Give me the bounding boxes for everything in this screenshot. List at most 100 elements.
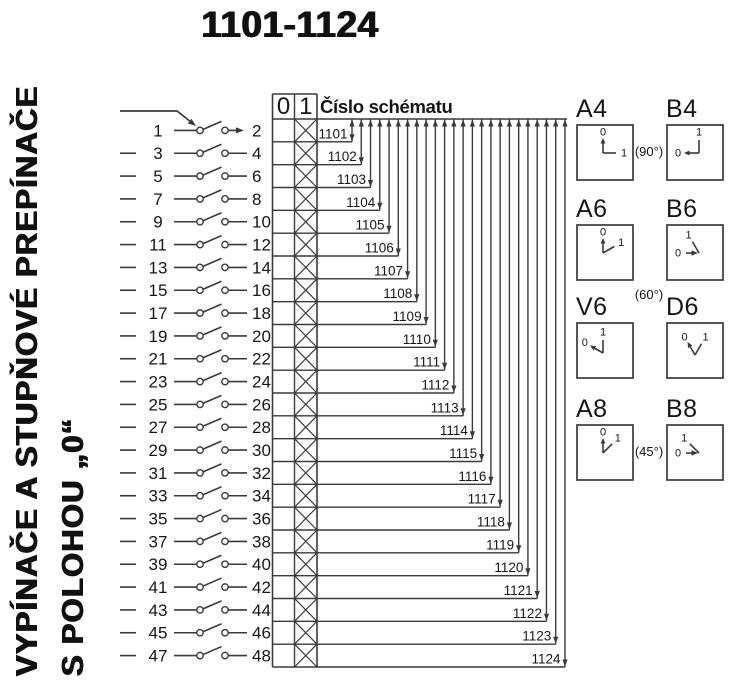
- switch-row: 29 30: [120, 440, 271, 460]
- contact-terminal-icon: [196, 583, 204, 591]
- contact-blade: [202, 212, 222, 222]
- schema-number: 1123: [522, 629, 551, 644]
- x-mark-icon: [294, 643, 318, 668]
- contact-terminal-icon: [196, 400, 204, 409]
- schema-number: 1122: [513, 606, 542, 621]
- left-terminal-number: 27: [149, 418, 168, 437]
- schema-up-arrowhead-icon: [506, 119, 512, 127]
- right-terminal-number: 24: [252, 373, 271, 392]
- position-diagram-a4: A4 0 1: [576, 95, 634, 181]
- x-mark-icon: [294, 324, 318, 348]
- schema-number: 1114: [440, 423, 469, 438]
- x-mark-icon: [294, 141, 318, 166]
- switch-row: 15 16: [120, 280, 271, 300]
- position-diagram-a8: A8 01: [576, 395, 634, 481]
- schema-down-arrowhead-icon: [534, 591, 540, 598]
- contact-terminal-icon: [221, 491, 229, 500]
- left-terminal-number: 31: [149, 464, 168, 483]
- position-code: B8: [666, 395, 698, 423]
- left-terminal-number: 3: [153, 144, 162, 163]
- position-code: B6: [666, 195, 698, 223]
- contact-blade: [202, 166, 222, 176]
- x-mark-icon: [294, 369, 318, 394]
- x-mark-icon: [294, 529, 318, 554]
- schema-down-arrowhead-icon: [543, 613, 550, 621]
- schema-down-arrowhead-icon: [497, 499, 503, 507]
- schema-up-arrowhead-icon: [442, 119, 448, 127]
- schema-down-arrowhead-icon: [395, 248, 401, 256]
- left-terminal-number: 1: [153, 121, 162, 140]
- schema-number: 1117: [468, 492, 496, 507]
- schema-number: 1116: [458, 469, 486, 484]
- schema-number: 1110: [403, 332, 431, 347]
- schema-up-arrowhead-icon: [451, 119, 457, 127]
- contact-terminal-icon: [221, 469, 229, 477]
- x-mark-icon: [294, 209, 318, 234]
- position-label-1: 1: [702, 331, 708, 343]
- right-terminal-number: 40: [252, 555, 271, 574]
- switch-row: 17 18: [120, 303, 271, 323]
- position-arrowhead-icon: [600, 438, 606, 444]
- left-terminal-number: 9: [153, 213, 162, 232]
- contact-terminal-icon: [221, 537, 229, 546]
- contact-terminal-icon: [221, 583, 229, 591]
- left-terminal-number: 13: [149, 258, 168, 277]
- page-title: 1101-1124: [201, 4, 379, 45]
- state-header-1: 1: [299, 93, 312, 120]
- contact-blade: [202, 394, 222, 405]
- right-terminal-number: 10: [252, 213, 271, 232]
- contact-blade: [202, 623, 222, 633]
- x-mark-icon: [294, 552, 318, 577]
- position-code: D6: [666, 293, 699, 321]
- contact-blade: [202, 257, 222, 268]
- right-terminal-number: 4: [252, 144, 261, 163]
- x-mark-icon: [294, 301, 318, 325]
- schema-number: 1105: [356, 218, 385, 233]
- schema-down-arrowhead-icon: [488, 476, 494, 484]
- right-terminal-number: 2: [252, 121, 261, 140]
- position-arrowhead-icon: [684, 150, 690, 156]
- schema-up-arrowhead-icon: [553, 119, 559, 127]
- position-box: [666, 322, 724, 379]
- contact-terminal-icon: [221, 286, 229, 295]
- right-terminal-number: 6: [252, 167, 261, 186]
- contact-terminal-icon: [196, 469, 204, 477]
- x-mark-icon: [294, 438, 318, 462]
- right-terminal-number: 22: [252, 350, 271, 369]
- schema-number: 1121: [504, 583, 533, 598]
- x-mark-icon: [294, 164, 318, 188]
- contact-terminal-icon: [221, 446, 229, 454]
- schema-up-arrowhead-icon: [516, 119, 522, 127]
- left-terminal-number: 23: [149, 373, 168, 392]
- schema-down-arrowhead-icon: [525, 568, 531, 576]
- contact-terminal-icon: [196, 217, 204, 226]
- switch-row: 33 34: [120, 486, 271, 506]
- contact-terminal-icon: [196, 354, 204, 363]
- left-terminal-number: 33: [149, 487, 168, 506]
- position-label-0: 0: [681, 331, 687, 343]
- actuator-line: [120, 110, 193, 124]
- contact-terminal-icon: [196, 560, 204, 569]
- contact-blade: [202, 189, 222, 199]
- left-terminal-number: 29: [149, 441, 168, 460]
- position-label-1: 1: [681, 433, 687, 445]
- contact-terminal-icon: [221, 240, 229, 249]
- actuator-arrowhead-icon: [187, 118, 196, 126]
- position-arm-1: [694, 343, 703, 356]
- switch-row: 23 24: [120, 371, 271, 392]
- schema-up-arrowhead-icon: [479, 119, 485, 127]
- angle-note: (60°): [635, 287, 663, 302]
- right-terminal-number: 16: [252, 281, 271, 300]
- switch-row: 27 28: [120, 417, 271, 437]
- schema-up-arrowhead-icon: [405, 119, 411, 127]
- contact-blade: [202, 143, 222, 153]
- contact-terminal-icon: [196, 491, 204, 500]
- contact-terminal-icon: [196, 651, 204, 660]
- contact-terminal-icon: [221, 423, 229, 432]
- contact-terminal-icon: [221, 354, 229, 363]
- schema-number: 1113: [431, 400, 459, 415]
- position-label-0: 0: [600, 127, 606, 139]
